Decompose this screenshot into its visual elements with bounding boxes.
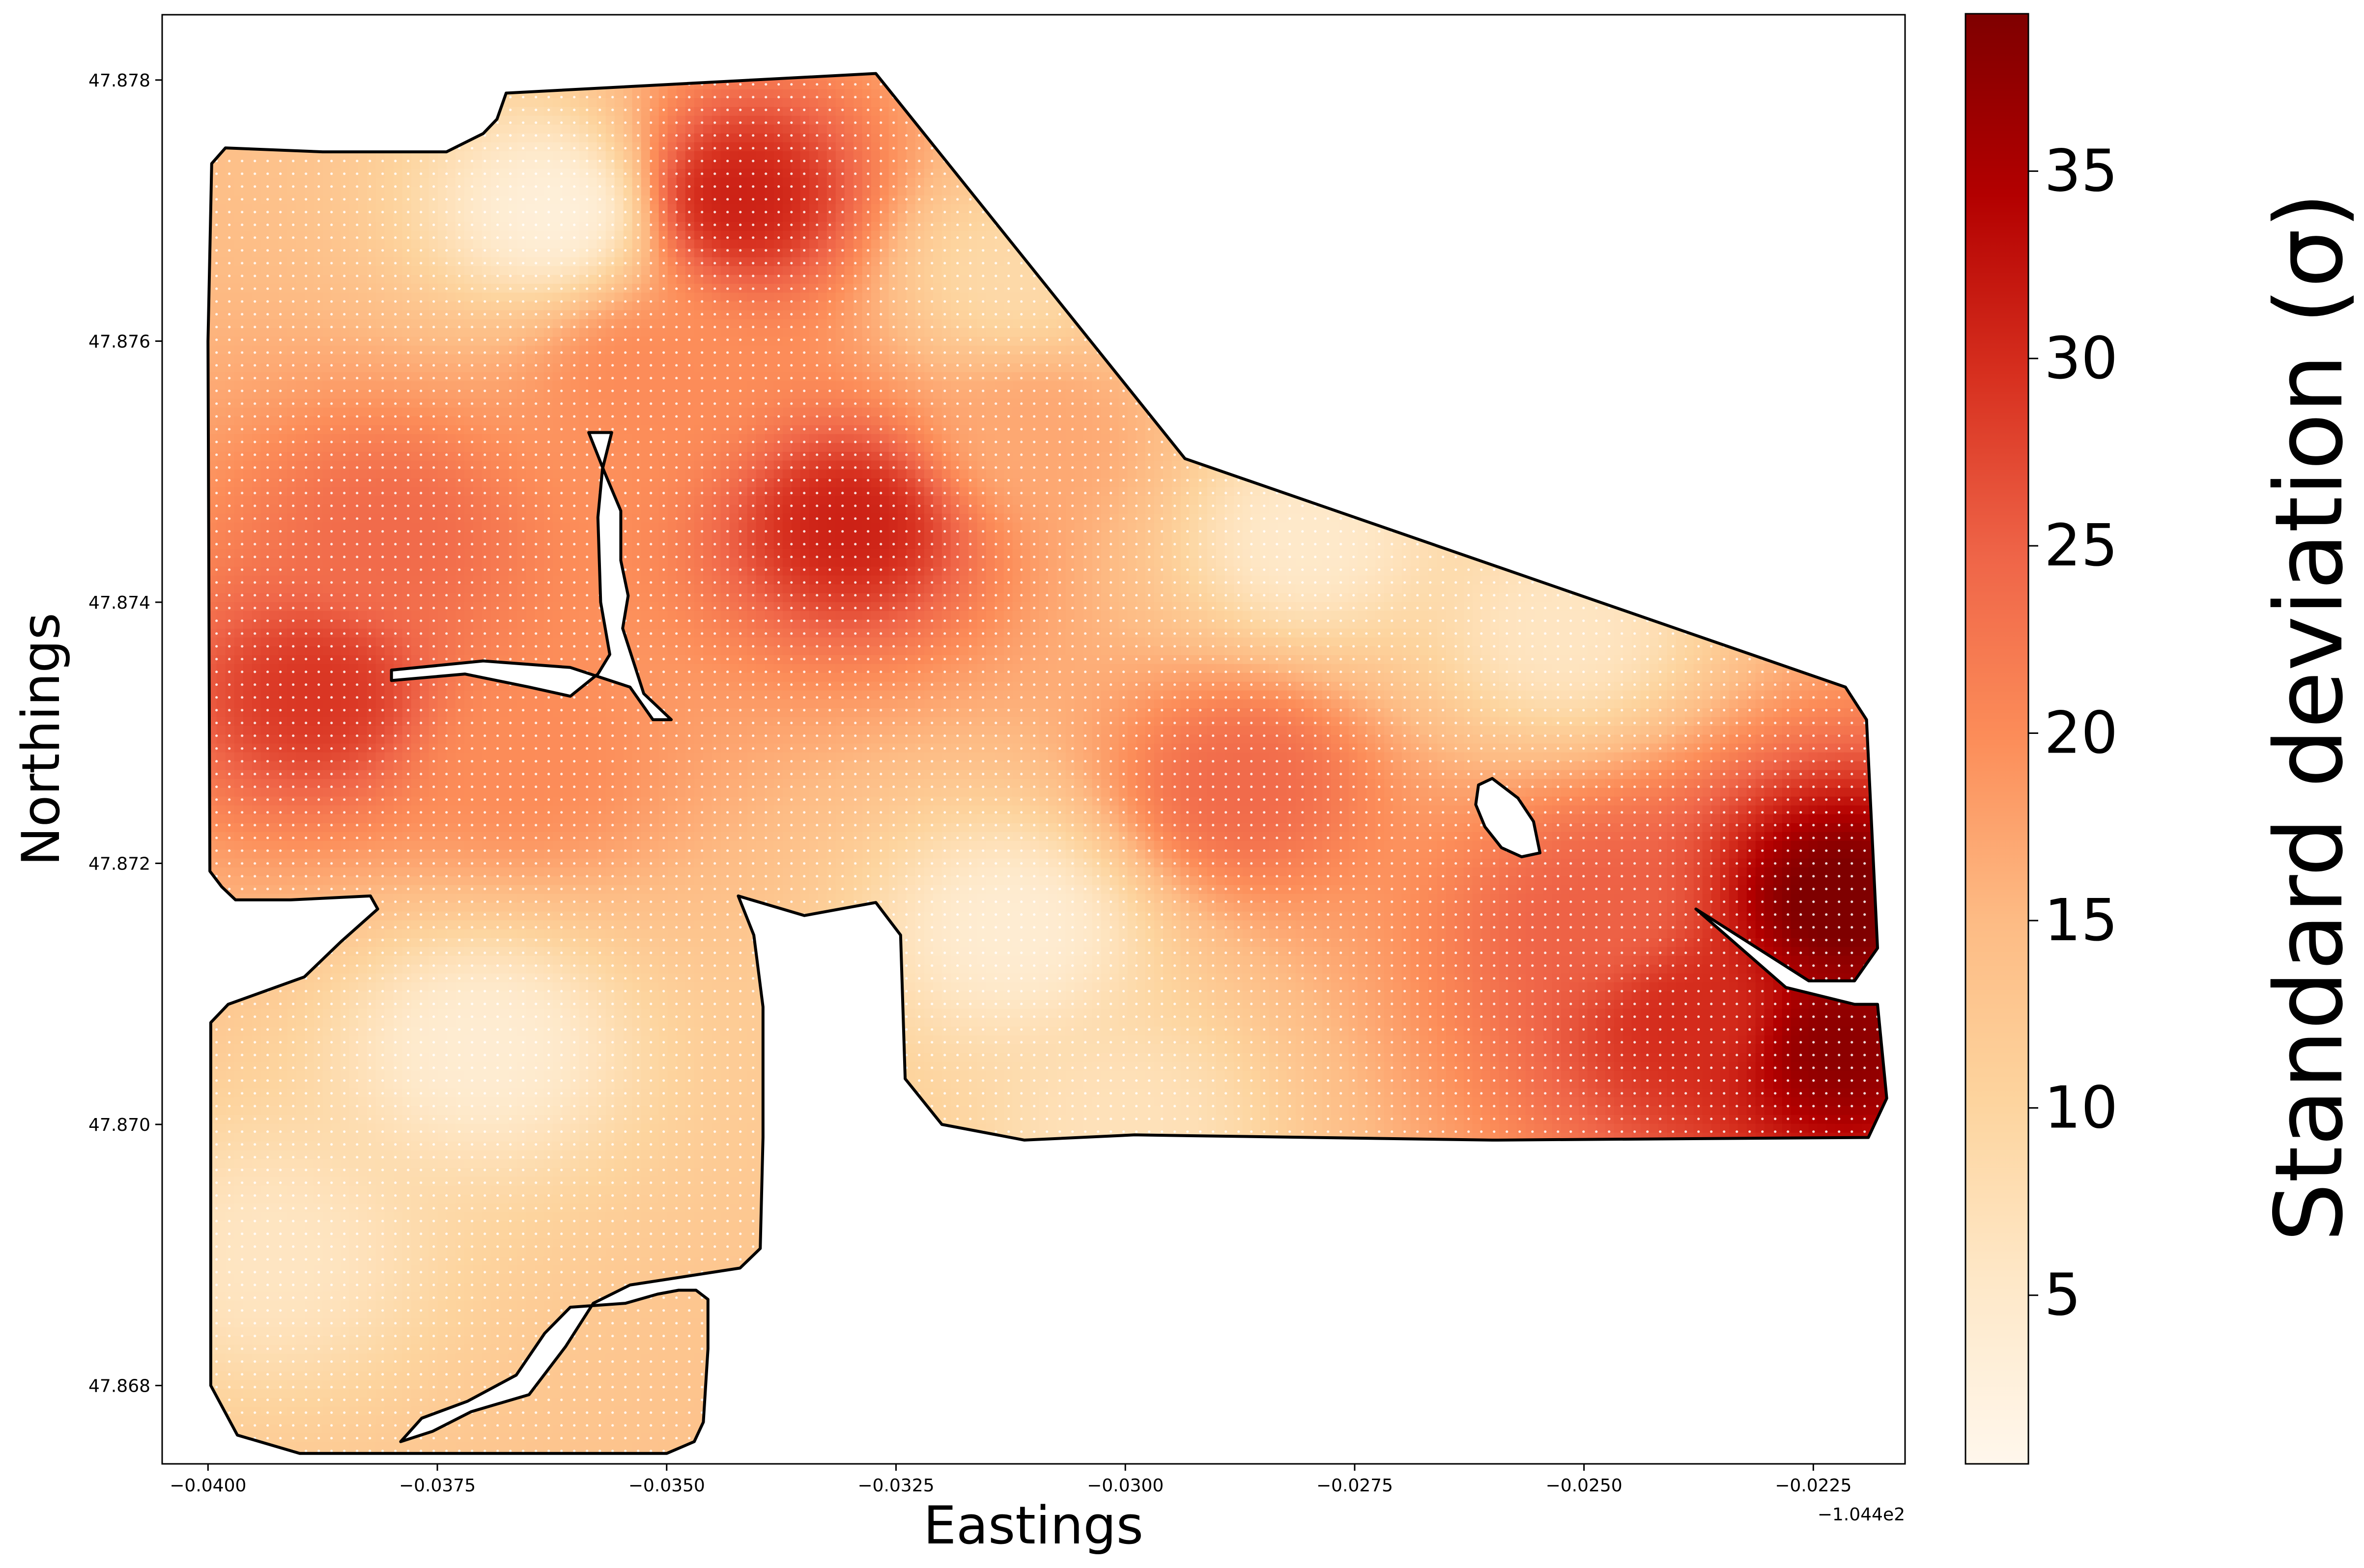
x-tick-label: −0.0225 bbox=[1775, 1476, 1851, 1496]
colorbar-ticks: 5 10 15 20 25 30 35 bbox=[2028, 137, 2118, 1329]
y-tick-label: 47.878 bbox=[88, 71, 150, 91]
field-boundary bbox=[206, 72, 1888, 1455]
x-tick-label: −0.0400 bbox=[170, 1476, 246, 1496]
x-tick-label: −0.0300 bbox=[1087, 1476, 1164, 1496]
boundary-hole-1 bbox=[1474, 777, 1541, 859]
x-tick-label: −0.0325 bbox=[857, 1476, 934, 1496]
x-axis: −0.0400 −0.0375 −0.0350 −0.0325 −0.0300 −0.02… bbox=[170, 1464, 1851, 1496]
y-axis: 47.868 47.870 47.872 47.874 47.876 47.878 bbox=[88, 71, 162, 1397]
y-tick-label: 47.876 bbox=[88, 332, 150, 352]
y-tick-label: 47.872 bbox=[88, 854, 150, 874]
x-tick-label: −0.0275 bbox=[1316, 1476, 1393, 1496]
x-tick-label: −0.0375 bbox=[399, 1476, 476, 1496]
colorbar-tick-label: 15 bbox=[2044, 886, 2118, 954]
plot-frame bbox=[161, 14, 1906, 1465]
colorbar-label: Standard deviation (σ) bbox=[2255, 193, 2364, 1242]
colorbar-tick-label: 25 bbox=[2044, 511, 2118, 579]
x-offset-label: −1.044e2 bbox=[1818, 1505, 1905, 1525]
x-tick-label: −0.0350 bbox=[628, 1476, 705, 1496]
colorbar bbox=[1965, 13, 2029, 1465]
colorbar-tick-label: 10 bbox=[2044, 1073, 2118, 1141]
y-tick-label: 47.868 bbox=[88, 1376, 150, 1397]
boundary-hole-0 bbox=[390, 431, 673, 722]
boundary-outline bbox=[206, 72, 1888, 1455]
x-axis-label: Eastings bbox=[923, 1495, 1143, 1556]
y-tick-label: 47.874 bbox=[88, 593, 150, 613]
x-tick-label: −0.0250 bbox=[1546, 1476, 1623, 1496]
y-tick-label: 47.870 bbox=[88, 1115, 150, 1135]
y-axis-label: Northings bbox=[11, 613, 71, 866]
colorbar-tick-label: 35 bbox=[2044, 137, 2118, 204]
colorbar-tick-label: 5 bbox=[2044, 1261, 2081, 1329]
colorbar-tick-label: 20 bbox=[2044, 699, 2118, 767]
colorbar-tick-label: 30 bbox=[2044, 324, 2118, 392]
